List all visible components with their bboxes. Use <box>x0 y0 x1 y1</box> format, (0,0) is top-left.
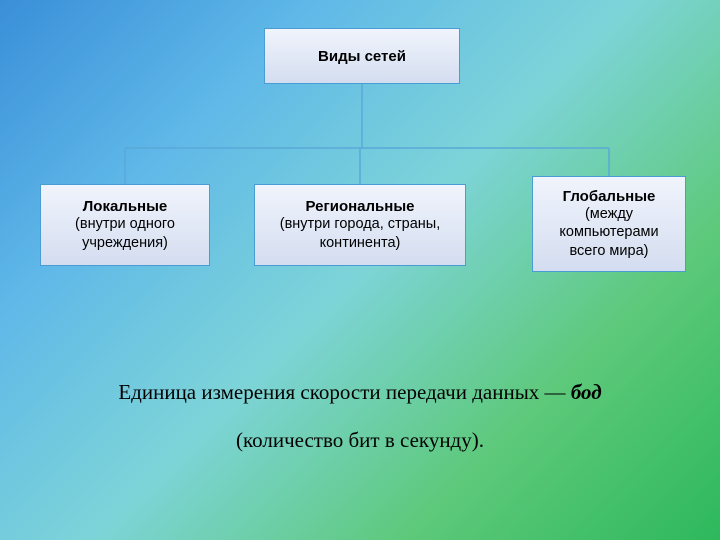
caption-line-1: Единица измерения скорости передачи данн… <box>0 380 720 405</box>
child-0-desc: (внутри одного учреждения) <box>51 215 199 251</box>
child-1-title: Региональные <box>306 198 415 215</box>
caption-2-text: (количество бит в секунду). <box>236 428 484 452</box>
child-2-desc: (между компьютерами всего мира) <box>543 205 675 259</box>
child-node-0: Локальные (внутри одного учреждения) <box>40 184 210 266</box>
child-node-1: Региональные (внутри города, страны, кон… <box>254 184 466 266</box>
child-1-desc: (внутри города, страны, континента) <box>265 215 455 251</box>
root-node: Виды сетей <box>264 28 460 84</box>
child-2-title: Глобальные <box>563 188 656 205</box>
root-title: Виды сетей <box>318 48 406 65</box>
slide: { "diagram": { "type": "tree", "backgrou… <box>0 0 720 540</box>
child-0-title: Локальные <box>83 198 168 215</box>
child-node-2: Глобальные (между компьютерами всего мир… <box>532 176 686 272</box>
caption-1-prefix: Единица измерения скорости передачи данн… <box>118 380 570 404</box>
caption-1-em: бод <box>571 380 602 404</box>
caption-line-2: (количество бит в секунду). <box>0 428 720 453</box>
